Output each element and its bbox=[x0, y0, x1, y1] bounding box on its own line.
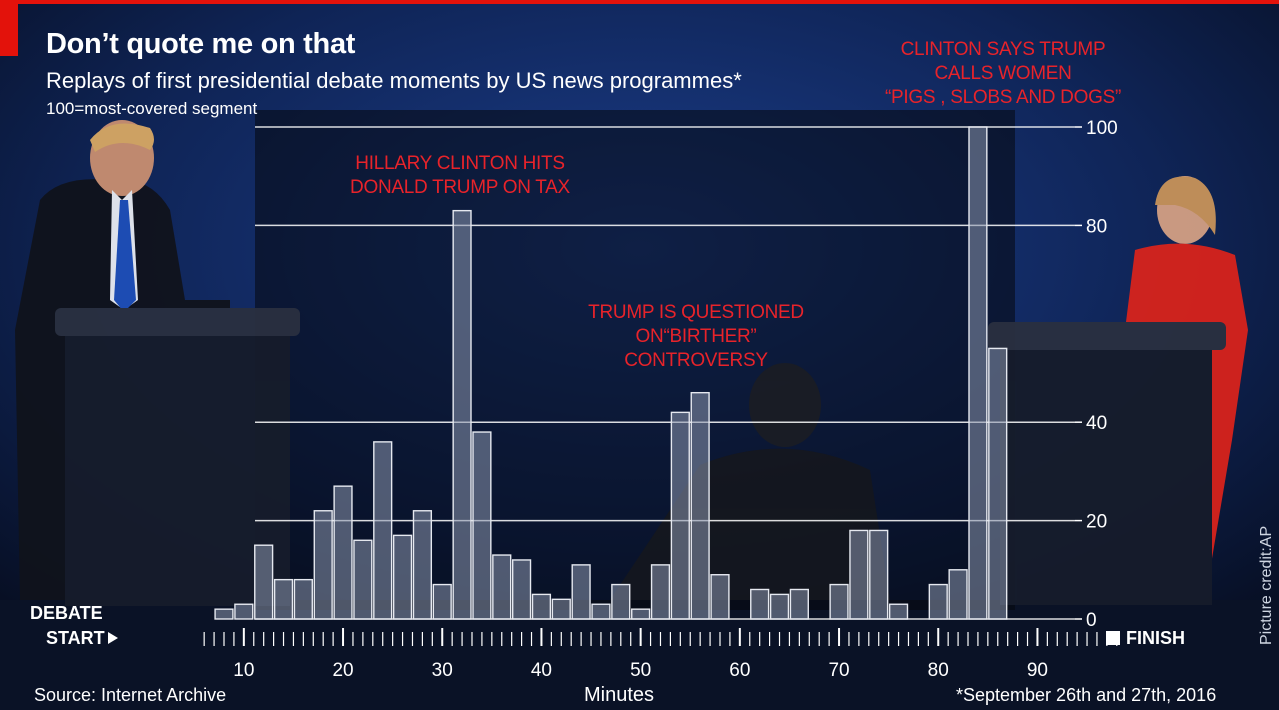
bar-minute-62 bbox=[750, 588, 770, 620]
bar-minute-34 bbox=[472, 431, 492, 620]
xtick-label-80: 80 bbox=[928, 660, 949, 681]
xtick-label-40: 40 bbox=[531, 660, 552, 681]
bar-minute-46 bbox=[591, 603, 611, 620]
bar-minute-18 bbox=[313, 510, 333, 620]
bar-minute-50 bbox=[631, 608, 651, 620]
bar-minute-14 bbox=[273, 578, 294, 620]
chart-subtitle: Replays of first presidential debate mom… bbox=[46, 68, 742, 93]
bar-minute-38 bbox=[511, 559, 532, 620]
bar-minute-28 bbox=[412, 510, 433, 620]
bar-minute-56 bbox=[690, 391, 710, 620]
bar-minute-44 bbox=[571, 564, 591, 620]
bar-minute-30 bbox=[432, 583, 452, 620]
bar-minute-86 bbox=[988, 347, 1008, 620]
bar-minute-76 bbox=[888, 603, 909, 620]
bar-minute-72 bbox=[849, 529, 869, 620]
bar-minute-80 bbox=[928, 583, 948, 620]
xtick-label-50: 50 bbox=[630, 660, 651, 681]
bar-minute-66 bbox=[789, 588, 809, 620]
bar-minute-52 bbox=[650, 564, 671, 620]
bar-minute-16 bbox=[293, 578, 313, 620]
bar-minute-74 bbox=[869, 529, 889, 620]
xtick-label-90: 90 bbox=[1027, 660, 1048, 681]
bar-minute-10 bbox=[234, 603, 254, 620]
x-axis-label: Minutes bbox=[584, 684, 654, 706]
debate-start-label-line1: DEBATE bbox=[30, 603, 103, 623]
bar-minute-54 bbox=[670, 411, 690, 620]
annotation-tax: HILLARY CLINTON HITS DONALD TRUMP ON TAX bbox=[350, 153, 570, 198]
xtick-label-60: 60 bbox=[729, 660, 750, 681]
start-arrow-icon bbox=[108, 632, 118, 644]
xtick-label-70: 70 bbox=[828, 660, 849, 681]
date-footnote: *September 26th and 27th, 2016 bbox=[956, 685, 1217, 705]
bar-minute-48 bbox=[611, 583, 631, 620]
bar-minute-84 bbox=[968, 126, 988, 620]
picture-credit: Picture credit:AP bbox=[1258, 525, 1275, 645]
chart-note: 100=most-covered segment bbox=[46, 99, 258, 118]
ytick-label-100: 100 bbox=[1086, 118, 1118, 139]
bar-minute-40 bbox=[531, 593, 552, 620]
debate-start-label-line2: START bbox=[46, 628, 105, 648]
bar-minute-70 bbox=[829, 583, 849, 620]
finish-label: FINISH bbox=[1126, 628, 1186, 648]
xtick-label-30: 30 bbox=[432, 660, 453, 681]
annotation-pigs: CLINTON SAYS TRUMP CALLS WOMEN “PIGS , S… bbox=[885, 39, 1121, 108]
bar-minute-82 bbox=[948, 569, 968, 620]
accent-top-bar bbox=[0, 0, 1279, 4]
bar-minute-12 bbox=[254, 544, 274, 620]
bar-minute-42 bbox=[551, 598, 571, 620]
bar-minute-58 bbox=[710, 574, 730, 620]
bar-minute-20 bbox=[333, 485, 353, 620]
source-note: Source: Internet Archive bbox=[34, 685, 227, 705]
bar-minute-24 bbox=[373, 441, 393, 620]
bar-minute-8 bbox=[214, 608, 234, 620]
bar-minute-32 bbox=[452, 209, 472, 620]
bar-minute-22 bbox=[353, 539, 373, 620]
bar-minute-26 bbox=[392, 534, 413, 620]
annotation-birther: TRUMP IS QUESTIONED ON“BIRTHER” CONTROVE… bbox=[588, 302, 804, 371]
finish-square-icon bbox=[1106, 631, 1120, 645]
xtick-label-20: 20 bbox=[332, 660, 353, 681]
ytick-label-20: 20 bbox=[1086, 512, 1107, 533]
accent-tab bbox=[0, 0, 18, 56]
chart-title: Don’t quote me on that bbox=[46, 28, 356, 60]
bar-minute-64 bbox=[769, 593, 790, 620]
ytick-label-80: 80 bbox=[1086, 216, 1107, 237]
xtick-label-10: 10 bbox=[233, 660, 254, 681]
bar-minute-36 bbox=[492, 554, 512, 620]
ytick-label-40: 40 bbox=[1086, 413, 1107, 434]
ytick-label-0: 0 bbox=[1086, 610, 1097, 631]
